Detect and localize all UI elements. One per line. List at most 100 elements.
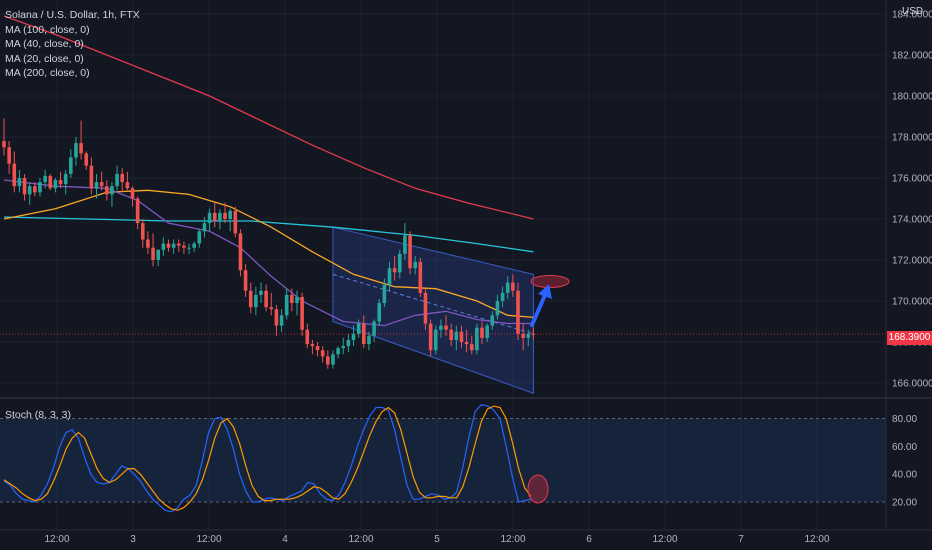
- stoch-tick-label: 40.00: [892, 470, 917, 481]
- last-price-tag: 168.3900: [887, 331, 932, 345]
- candle: [151, 247, 155, 260]
- price-tick-label: 170.0000: [892, 297, 932, 308]
- candle: [218, 212, 222, 222]
- candle: [89, 165, 94, 189]
- stochastic-pane[interactable]: [0, 404, 886, 513]
- candle: [192, 243, 196, 248]
- time-tick-label: 12:00: [348, 534, 373, 545]
- candle: [356, 323, 361, 334]
- candle: [320, 350, 325, 357]
- price-tick-label: 172.0000: [892, 256, 932, 267]
- candle: [84, 153, 89, 166]
- grid: [0, 0, 886, 530]
- candle: [310, 344, 315, 347]
- candle: [464, 342, 469, 345]
- stoch-highlight-ellipse: [527, 474, 549, 504]
- candle: [326, 356, 330, 365]
- candle: [459, 331, 464, 342]
- time-tick-label: 12:00: [500, 534, 525, 545]
- time-tick-label: 12:00: [44, 534, 69, 545]
- candle: [259, 290, 263, 295]
- price-tick-label: 174.0000: [892, 215, 932, 226]
- candle: [63, 173, 68, 185]
- candle: [27, 186, 32, 195]
- candle: [480, 327, 484, 338]
- candle: [516, 290, 520, 334]
- time-tick-label: 12:00: [804, 534, 829, 545]
- candle: [182, 245, 186, 248]
- time-tick-label: 7: [738, 534, 744, 545]
- candle: [454, 331, 459, 340]
- candle: [500, 292, 505, 301]
- candle: [475, 327, 479, 351]
- stoch-d-line: [3, 405, 532, 511]
- candle: [295, 296, 299, 304]
- candle: [300, 296, 304, 330]
- candle: [228, 210, 232, 219]
- stoch-k-line: [3, 404, 532, 513]
- candle: [254, 294, 258, 308]
- legend-ma40[interactable]: MA (40, close, 0): [5, 38, 84, 50]
- candle: [94, 182, 99, 189]
- candle: [22, 178, 27, 195]
- time-tick-label: 12:00: [196, 534, 221, 545]
- candle: [274, 309, 279, 326]
- candle: [264, 290, 268, 308]
- candle: [408, 235, 412, 269]
- candle: [74, 143, 78, 158]
- candle: [146, 239, 150, 248]
- candle: [43, 175, 47, 183]
- candle: [58, 180, 63, 185]
- candle: [331, 354, 335, 365]
- candle: [269, 307, 274, 310]
- candle: [125, 182, 130, 189]
- candle: [17, 178, 22, 187]
- candle: [428, 323, 433, 351]
- candle: [315, 346, 320, 351]
- candle: [2, 141, 6, 148]
- candle: [238, 233, 243, 271]
- candle: [305, 329, 310, 345]
- candle: [135, 198, 140, 224]
- candle: [284, 294, 289, 316]
- candle: [449, 329, 453, 340]
- candle: [248, 290, 253, 308]
- stoch-label[interactable]: Stoch (8, 3, 3): [5, 409, 71, 421]
- candle: [397, 253, 402, 273]
- legend-ma200[interactable]: MA (200, close, 0): [5, 67, 90, 79]
- candle: [69, 157, 73, 174]
- candle: [439, 325, 443, 330]
- stoch-band: [0, 418, 886, 502]
- candle: [12, 163, 17, 187]
- legend-ma20[interactable]: MA (20, close, 0): [5, 52, 84, 65]
- time-tick-label: 12:00: [652, 534, 677, 545]
- candle: [290, 294, 294, 304]
- candle: [115, 173, 119, 187]
- candle: [120, 173, 125, 183]
- candle: [171, 243, 176, 248]
- candle: [392, 268, 397, 273]
- legend-ma100[interactable]: MA (100, close, 0): [5, 23, 90, 36]
- candle: [367, 335, 371, 345]
- chart-title: Solana / U.S. Dollar, 1h, FTX: [5, 9, 140, 21]
- ma100-line: [3, 216, 534, 253]
- arrow-head: [538, 284, 552, 299]
- candle: [377, 303, 382, 322]
- candle: [212, 212, 217, 222]
- time-tick-label: 3: [130, 534, 136, 545]
- candle: [444, 325, 448, 330]
- candle: [207, 212, 212, 224]
- candle: [505, 282, 510, 293]
- candle: [130, 188, 135, 199]
- candle: [526, 333, 531, 338]
- candle: [469, 344, 474, 351]
- candle: [243, 270, 248, 291]
- candle: [233, 210, 238, 234]
- candle: [38, 182, 42, 193]
- channel-layer: [332, 226, 534, 394]
- candle: [223, 212, 227, 219]
- candle: [495, 301, 500, 316]
- candle: [346, 339, 351, 347]
- descending-channel: [332, 226, 534, 394]
